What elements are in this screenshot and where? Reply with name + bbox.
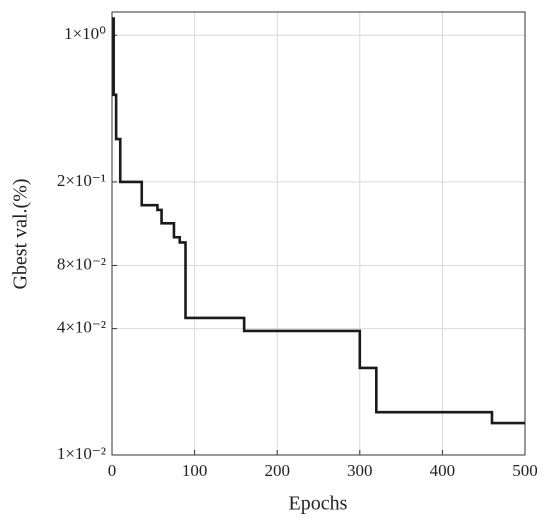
x-tick-label: 500 — [512, 461, 538, 480]
y-tick-label: 4×10⁻² — [57, 318, 106, 337]
x-tick-label: 100 — [182, 461, 208, 480]
x-tick-label: 400 — [430, 461, 456, 480]
y-axis-label: Gbest val.(%) — [10, 178, 32, 289]
x-tick-label: 0 — [108, 461, 117, 480]
y-tick-label: 1×10⁰ — [64, 24, 106, 43]
x-tick-label: 300 — [347, 461, 373, 480]
data-line — [112, 17, 525, 425]
y-tick-label: 1×10⁻² — [57, 444, 106, 463]
x-tick-label: 200 — [264, 461, 290, 480]
y-tick-label: 2×10⁻¹ — [57, 171, 106, 190]
x-axis-label: Epochs — [289, 493, 348, 515]
y-tick-label: 8×10⁻² — [57, 254, 106, 273]
plot-frame — [111, 11, 526, 456]
